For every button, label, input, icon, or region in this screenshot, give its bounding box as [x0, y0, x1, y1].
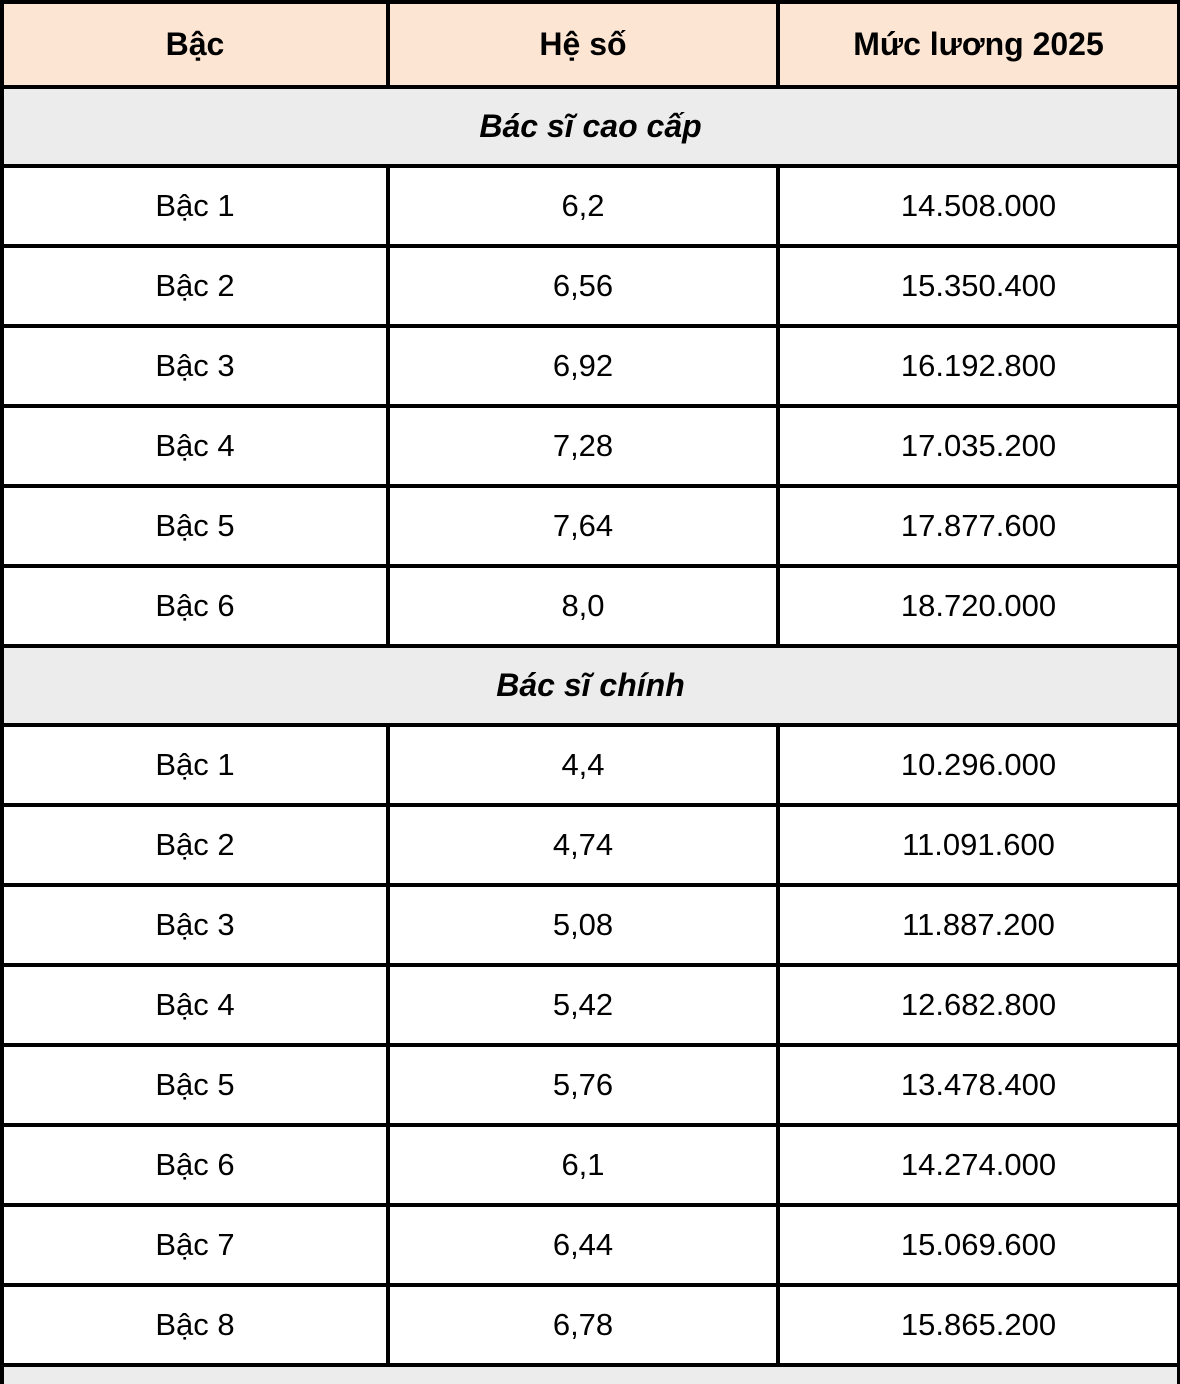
cell-coefficient: 6,56	[386, 244, 780, 328]
cell-coefficient: 6,44	[386, 1203, 780, 1287]
column-header-coefficient: Hệ số	[386, 0, 780, 89]
cell-salary: 15.350.400	[776, 244, 1180, 328]
cell-level: Bậc 1	[0, 164, 390, 248]
section-row: Bác sĩ cao cấp	[0, 85, 1180, 168]
cell-salary: 10.296.000	[776, 723, 1180, 807]
cell-coefficient: 4,4	[386, 723, 780, 807]
cell-salary: 14.274.000	[776, 1123, 1180, 1207]
table-row: Bậc 5 5,76 13.478.400	[0, 1043, 1180, 1127]
cell-coefficient: 4,74	[386, 803, 780, 887]
cell-salary: 13.478.400	[776, 1043, 1180, 1127]
table-row: Bậc 2 6,56 15.350.400	[0, 244, 1180, 328]
cell-level: Bậc 6	[0, 1123, 390, 1207]
column-header-salary: Mức lương 2025	[776, 0, 1180, 89]
section-row: Bác sĩ chính	[0, 644, 1180, 727]
cell-level: Bậc 4	[0, 404, 390, 488]
cell-salary: 11.887.200	[776, 883, 1180, 967]
cell-coefficient: 5,42	[386, 963, 780, 1047]
table-row: Bậc 2 4,74 11.091.600	[0, 803, 1180, 887]
section-row	[0, 1363, 1180, 1384]
cell-salary: 17.035.200	[776, 404, 1180, 488]
cell-level: Bậc 1	[0, 723, 390, 807]
header-row: Bậc Hệ số Mức lương 2025	[0, 0, 1180, 89]
table-header: Bậc Hệ số Mức lương 2025	[0, 0, 1180, 89]
cell-coefficient: 5,08	[386, 883, 780, 967]
table-row: Bậc 1 4,4 10.296.000	[0, 723, 1180, 807]
cell-coefficient: 7,64	[386, 484, 780, 568]
cell-coefficient: 6,92	[386, 324, 780, 408]
table-body: Bác sĩ cao cấp Bậc 1 6,2 14.508.000 Bậc 2 6,5…	[0, 85, 1180, 1384]
cell-level: Bậc 7	[0, 1203, 390, 1287]
table-row: Bậc 8 6,78 15.865.200	[0, 1283, 1180, 1367]
cell-level: Bậc 6	[0, 564, 390, 648]
cell-salary: 15.865.200	[776, 1283, 1180, 1367]
cell-level: Bậc 3	[0, 883, 390, 967]
cell-level: Bậc 8	[0, 1283, 390, 1367]
cell-level: Bậc 2	[0, 803, 390, 887]
cell-coefficient: 5,76	[386, 1043, 780, 1127]
table-row: Bậc 5 7,64 17.877.600	[0, 484, 1180, 568]
table-row: Bậc 6 8,0 18.720.000	[0, 564, 1180, 648]
cell-level: Bậc 5	[0, 1043, 390, 1127]
cell-coefficient: 8,0	[386, 564, 780, 648]
section-title: Bác sĩ cao cấp	[0, 85, 1180, 168]
cell-coefficient: 7,28	[386, 404, 780, 488]
cell-level: Bậc 4	[0, 963, 390, 1047]
cell-salary: 15.069.600	[776, 1203, 1180, 1287]
cell-salary: 18.720.000	[776, 564, 1180, 648]
cell-coefficient: 6,78	[386, 1283, 780, 1367]
cell-coefficient: 6,2	[386, 164, 780, 248]
table-row: Bậc 3 5,08 11.887.200	[0, 883, 1180, 967]
cell-salary: 16.192.800	[776, 324, 1180, 408]
cell-level: Bậc 3	[0, 324, 390, 408]
table-row: Bậc 7 6,44 15.069.600	[0, 1203, 1180, 1287]
cell-salary: 11.091.600	[776, 803, 1180, 887]
cell-level: Bậc 2	[0, 244, 390, 328]
cell-salary: 14.508.000	[776, 164, 1180, 248]
table-row: Bậc 1 6,2 14.508.000	[0, 164, 1180, 248]
column-header-level: Bậc	[0, 0, 390, 89]
section-title: Bác sĩ chính	[0, 644, 1180, 727]
cell-salary: 12.682.800	[776, 963, 1180, 1047]
section-title	[0, 1363, 1180, 1384]
table-row: Bậc 6 6,1 14.274.000	[0, 1123, 1180, 1207]
table-row: Bậc 4 7,28 17.035.200	[0, 404, 1180, 488]
cell-coefficient: 6,1	[386, 1123, 780, 1207]
table-row: Bậc 3 6,92 16.192.800	[0, 324, 1180, 408]
table-row: Bậc 4 5,42 12.682.800	[0, 963, 1180, 1047]
cell-level: Bậc 5	[0, 484, 390, 568]
cell-salary: 17.877.600	[776, 484, 1180, 568]
